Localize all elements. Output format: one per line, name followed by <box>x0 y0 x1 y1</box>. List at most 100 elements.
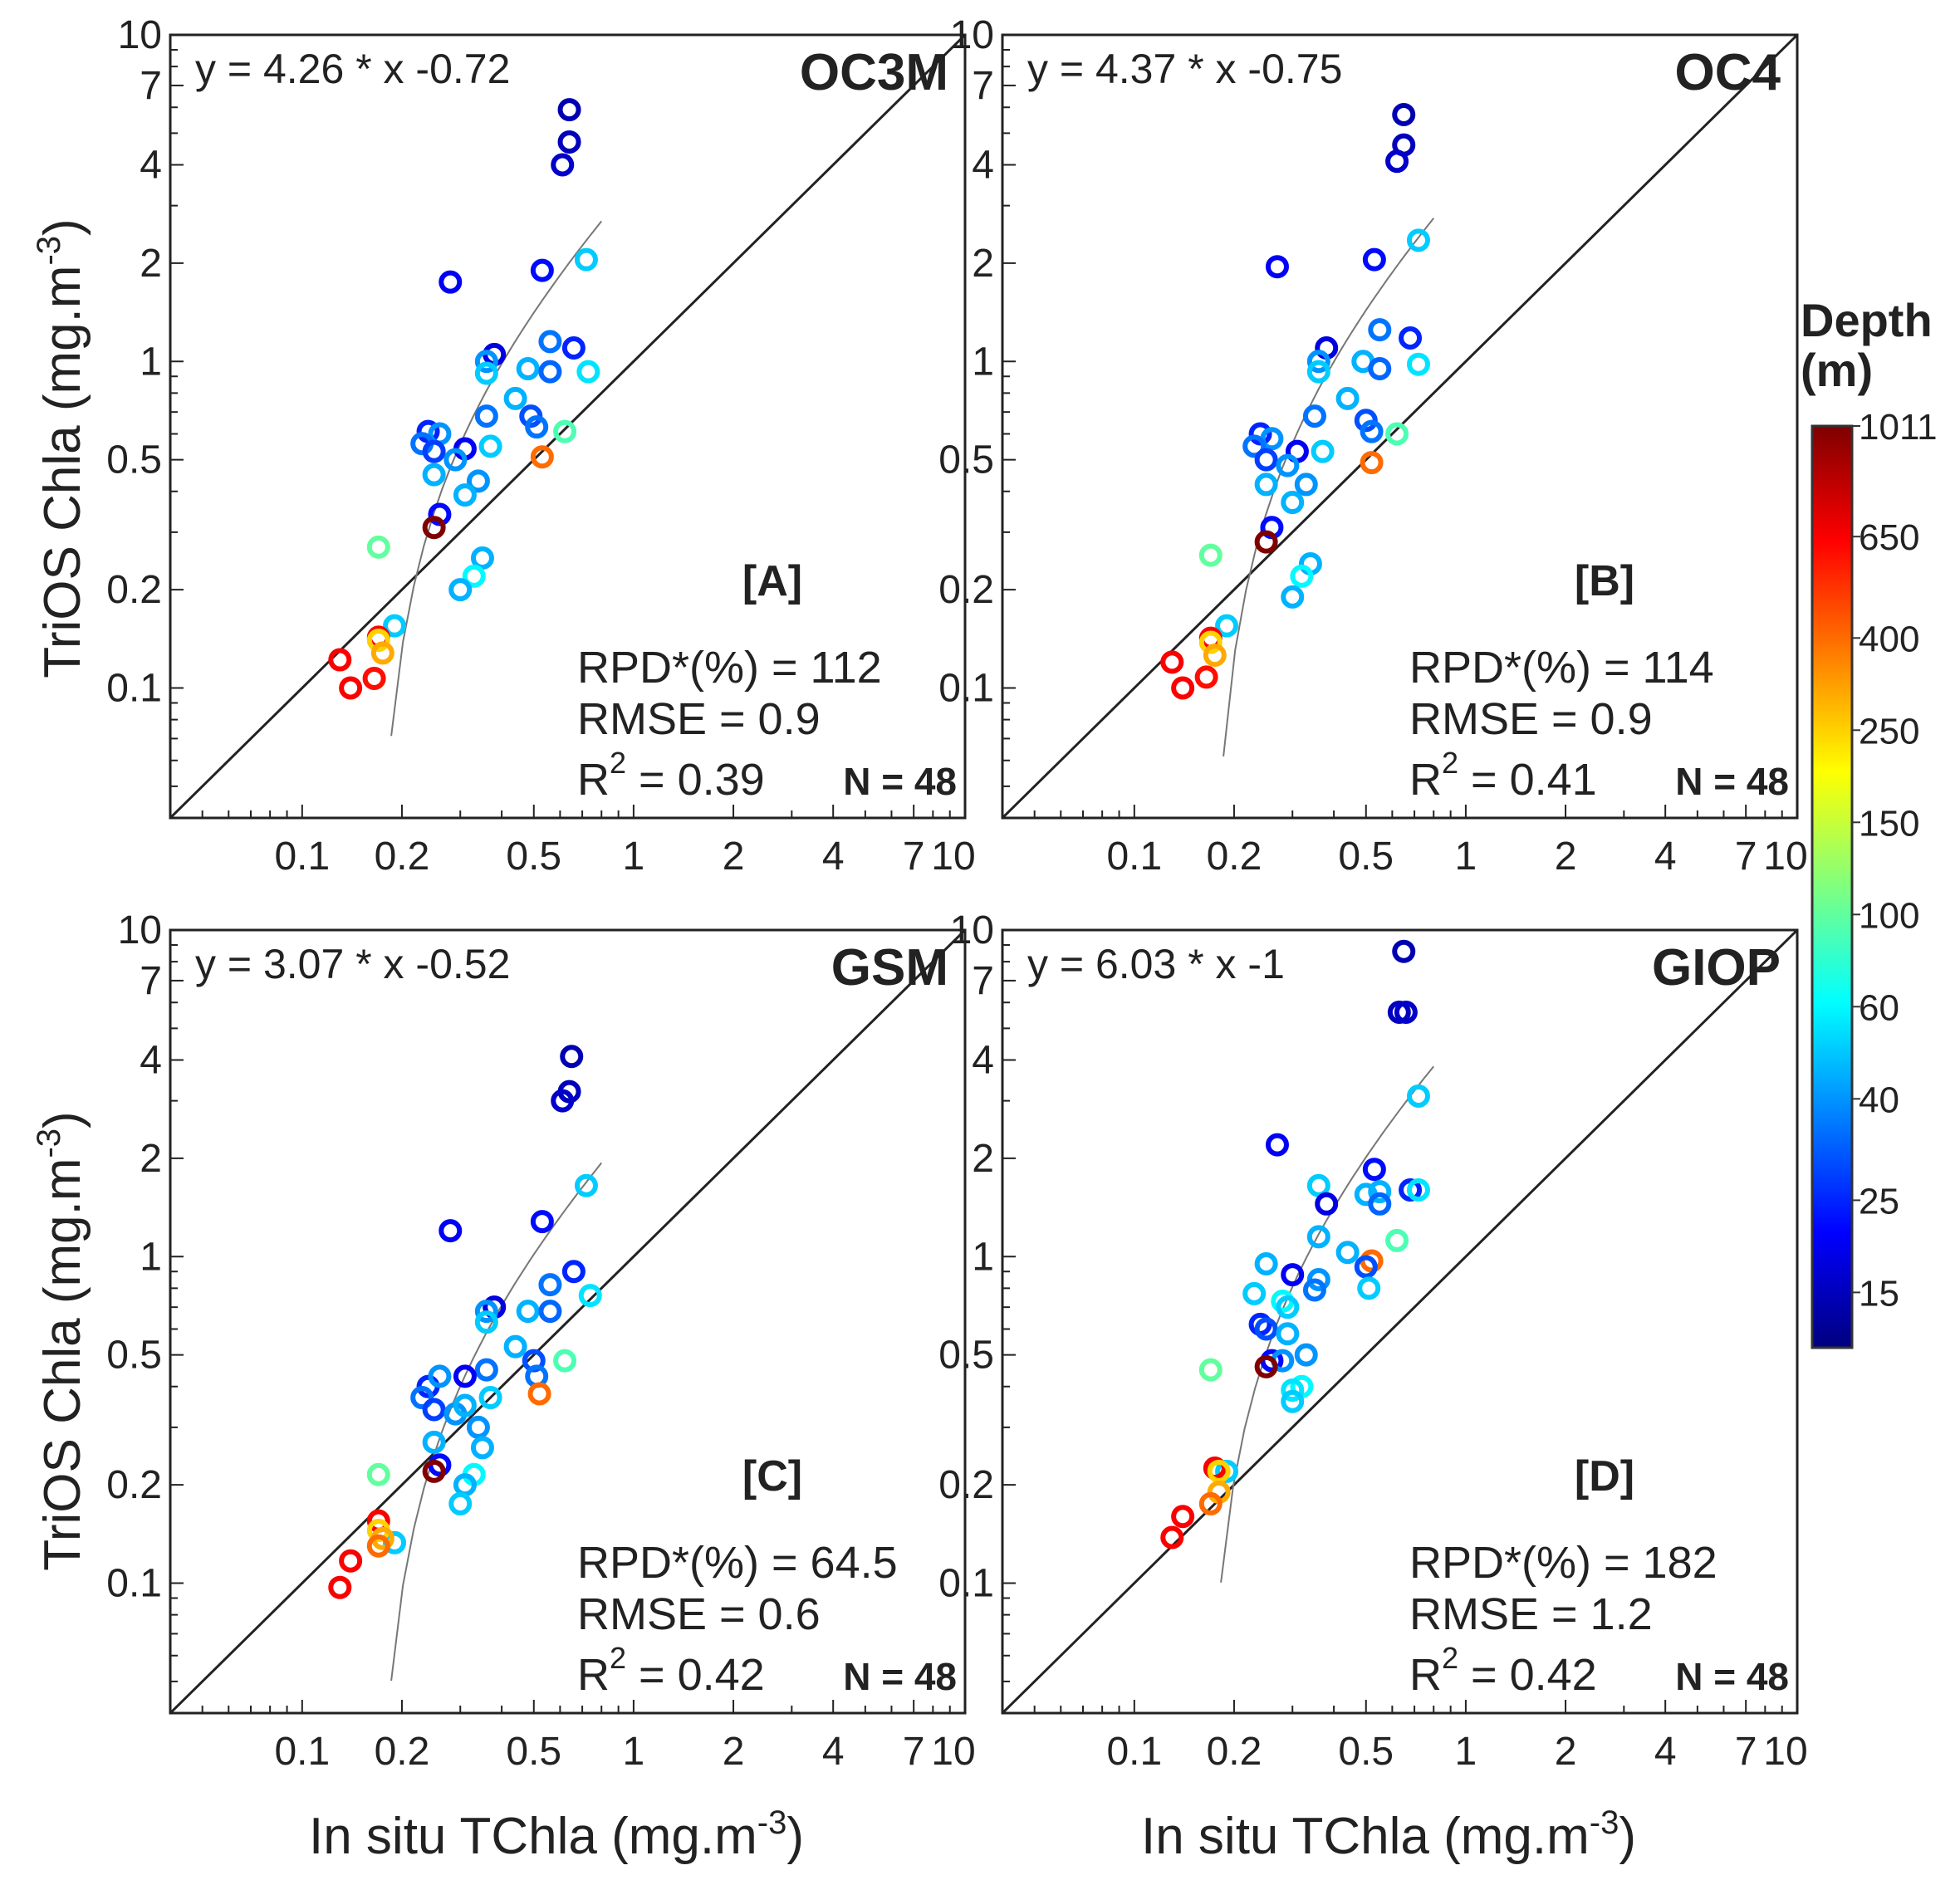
x-tick-label: 7 <box>903 835 925 879</box>
r2-value: 0.41 <box>1510 755 1597 805</box>
x-tick-label: 1 <box>623 1730 645 1774</box>
colorbar-tick-label: 250 <box>1859 711 1919 752</box>
x-tick-label: 0.2 <box>1207 835 1262 879</box>
data-point <box>516 357 540 381</box>
rmse-stat: RMSE = 1.2 <box>1409 1589 1653 1639</box>
x-tick-label: 4 <box>1654 1730 1677 1774</box>
regression-equation: y = 4.37 * x -0.75 <box>1027 46 1342 92</box>
y-tick-label: 1 <box>972 340 994 384</box>
data-point <box>1160 650 1184 674</box>
data-point <box>1406 352 1430 376</box>
data-point <box>328 648 352 672</box>
data-point <box>1254 1354 1278 1378</box>
colorbar-tick-label: 60 <box>1859 987 1899 1028</box>
data-point <box>1392 939 1416 963</box>
data-point <box>1360 419 1384 443</box>
data-point <box>503 386 527 410</box>
y-tick-label: 0.1 <box>938 1562 994 1606</box>
y-tick-label: 0.5 <box>106 1334 162 1378</box>
data-point <box>1194 665 1218 689</box>
data-point <box>553 1349 577 1373</box>
data-point <box>366 1462 390 1486</box>
algorithm-name: GSM <box>831 939 948 996</box>
data-point <box>470 546 494 570</box>
y-axis-label-text: TriOS Chla (mg.m <box>34 266 91 678</box>
y-tick-label: 0.5 <box>106 438 162 482</box>
x-tick-label: 0.1 <box>274 835 330 879</box>
x-tick-label: 10 <box>1763 1730 1807 1774</box>
y-tick-label: 7 <box>972 959 994 1003</box>
data-point <box>516 1300 540 1324</box>
data-point <box>1254 472 1278 497</box>
colorbar-title-line2: (m) <box>1801 344 1873 396</box>
data-point <box>574 247 598 272</box>
colorbar-title-line1: Depth <box>1801 294 1933 346</box>
sample-count: N = 48 <box>1675 1655 1789 1698</box>
x-tick-label: 0.5 <box>506 1730 561 1774</box>
data-point <box>453 1364 477 1388</box>
data-point <box>503 1334 527 1359</box>
data-point <box>538 360 562 384</box>
regression-equation: y = 3.07 * x -0.52 <box>195 941 510 987</box>
data-point <box>527 1382 551 1406</box>
data-point <box>1294 1343 1318 1367</box>
data-point <box>474 404 498 428</box>
data-point <box>410 1386 434 1410</box>
y-tick-label: 7 <box>140 64 162 108</box>
x-axis-label-close: ) <box>1619 1808 1636 1865</box>
algorithm-name: OC4 <box>1675 44 1781 101</box>
data-point <box>557 130 581 154</box>
data-point <box>466 1415 490 1439</box>
sample-count: N = 48 <box>843 1655 957 1698</box>
data-point <box>1281 585 1305 609</box>
x-axis-label-text: In situ TChla (mg.m <box>1141 1808 1590 1865</box>
x-tick-label: 1 <box>1455 835 1477 879</box>
data-point <box>1406 228 1430 252</box>
y-tick-label: 0.1 <box>106 667 162 711</box>
data-point <box>1160 1525 1184 1550</box>
data-point <box>1281 491 1305 515</box>
panel-label: [A] <box>742 557 802 605</box>
x-tick-label: 10 <box>1763 835 1807 879</box>
plot-frame <box>169 33 967 820</box>
data-point <box>1311 439 1335 463</box>
data-point <box>1254 1317 1278 1341</box>
y-tick-label: 7 <box>140 959 162 1003</box>
data-point <box>1302 1278 1326 1302</box>
data-point <box>538 330 562 354</box>
r2-exponent: 2 <box>1442 1641 1458 1675</box>
data-point <box>574 1173 598 1197</box>
y-tick-label: 7 <box>972 64 994 108</box>
sample-count: N = 48 <box>1675 760 1789 803</box>
x-tick-label: 0.1 <box>274 1730 330 1774</box>
data-point <box>1406 1177 1430 1202</box>
data-point <box>1354 409 1378 433</box>
x-axis-label-exponent: -3 <box>757 1804 787 1841</box>
data-point <box>383 614 407 638</box>
data-point <box>1281 1389 1305 1413</box>
y-axis-label-close: ) <box>34 218 91 236</box>
data-point <box>1281 1263 1305 1287</box>
data-point <box>1276 1295 1300 1319</box>
data-point <box>439 270 463 294</box>
data-point <box>1254 1252 1278 1276</box>
data-point <box>1392 103 1416 127</box>
data-point <box>1406 1084 1430 1109</box>
x-tick-label: 0.2 <box>375 1730 430 1774</box>
data-point <box>530 1210 554 1234</box>
data-point <box>422 439 446 463</box>
r2-stat: R2 = 0.39 <box>577 746 765 805</box>
regression-line <box>390 1162 602 1682</box>
data-point <box>466 469 490 493</box>
data-point <box>1203 644 1227 668</box>
data-point <box>525 415 549 439</box>
data-point <box>1357 1276 1381 1300</box>
colorbar-tick-label: 150 <box>1859 803 1919 844</box>
data-point <box>474 350 498 374</box>
x-tick-label: 0.1 <box>1106 835 1162 879</box>
data-point <box>422 516 446 540</box>
x-tick-label: 2 <box>1555 1730 1577 1774</box>
data-point <box>1171 676 1195 700</box>
